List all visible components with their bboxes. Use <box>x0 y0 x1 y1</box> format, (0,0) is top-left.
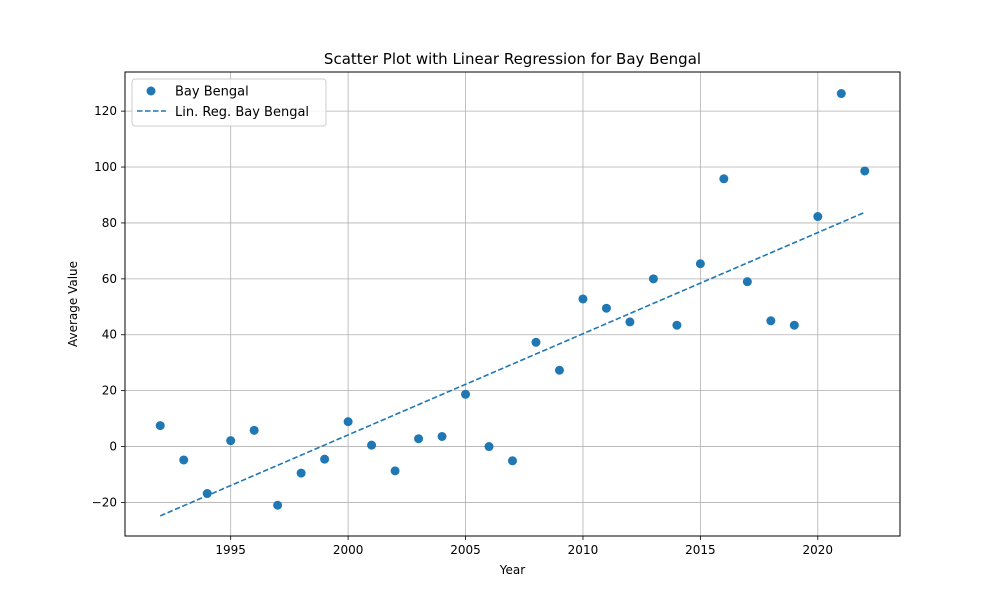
data-point-2017 <box>742 277 752 287</box>
data-point-2013 <box>648 274 658 284</box>
data-point-2005 <box>461 389 471 399</box>
data-point-2015 <box>695 259 705 269</box>
scatter-points-layer <box>155 89 870 510</box>
data-point-2009 <box>554 365 564 375</box>
data-point-1994 <box>202 489 212 499</box>
data-point-1999 <box>320 454 330 464</box>
x-tick-label-2010: 2010 <box>568 543 599 557</box>
data-point-2003 <box>414 434 424 444</box>
data-point-2010 <box>578 294 588 304</box>
data-point-2004 <box>437 431 447 441</box>
legend-marker-scatter <box>146 86 156 96</box>
x-tick-label-2005: 2005 <box>450 543 481 557</box>
x-axis-title: Year <box>499 563 525 577</box>
data-point-1992 <box>155 421 165 431</box>
y-tick-label-0: 0 <box>109 440 117 454</box>
data-point-2022 <box>860 166 870 176</box>
data-point-2006 <box>484 442 494 452</box>
grid-lines <box>125 72 900 536</box>
data-point-2001 <box>367 440 377 450</box>
data-point-2019 <box>789 320 799 330</box>
x-tick-label-1995: 1995 <box>215 543 246 557</box>
legend-box <box>131 78 327 127</box>
data-point-1995 <box>226 436 236 446</box>
y-tick-label-120: 120 <box>94 104 117 118</box>
data-point-2020 <box>813 212 823 222</box>
x-tick-label-2000: 2000 <box>333 543 364 557</box>
data-point-2000 <box>343 417 353 427</box>
data-point-1998 <box>296 468 306 478</box>
legend-label-regression: Lin. Reg. Bay Bengal <box>175 105 309 120</box>
legend-label-scatter: Bay Bengal <box>175 85 249 100</box>
data-point-2021 <box>836 89 846 99</box>
y-tick-label-20: 20 <box>102 384 117 398</box>
data-point-2018 <box>766 316 776 326</box>
legend: Bay Bengal Lin. Reg. Bay Bengal <box>131 78 327 127</box>
chart-title: Scatter Plot with Linear Regression for … <box>324 50 701 68</box>
data-point-1997 <box>273 500 283 510</box>
x-tick-label-2015: 2015 <box>685 543 716 557</box>
data-point-2008 <box>531 337 541 347</box>
x-tick-label-2020: 2020 <box>803 543 834 557</box>
y-tick-label-80: 80 <box>102 216 117 230</box>
y-tick-label-100: 100 <box>94 160 117 174</box>
y-axis-title: Average Value <box>66 261 80 347</box>
data-point-1996 <box>249 425 259 435</box>
y-axis-ticks: −20 0 20 40 60 80 100 120 <box>92 104 125 509</box>
y-tick-label-40: 40 <box>102 328 117 342</box>
data-point-1993 <box>179 455 189 465</box>
data-point-2012 <box>625 317 635 327</box>
data-point-2011 <box>601 303 611 313</box>
data-point-2014 <box>672 320 682 330</box>
data-point-2007 <box>508 456 517 466</box>
x-axis-ticks: 1995 2000 2005 2010 2015 2020 <box>215 536 833 557</box>
plot-frame <box>124 71 901 537</box>
y-tick-label--20: −20 <box>92 495 117 509</box>
y-tick-label-60: 60 <box>102 272 117 286</box>
data-point-2002 <box>390 466 400 476</box>
data-point-2016 <box>719 174 729 184</box>
